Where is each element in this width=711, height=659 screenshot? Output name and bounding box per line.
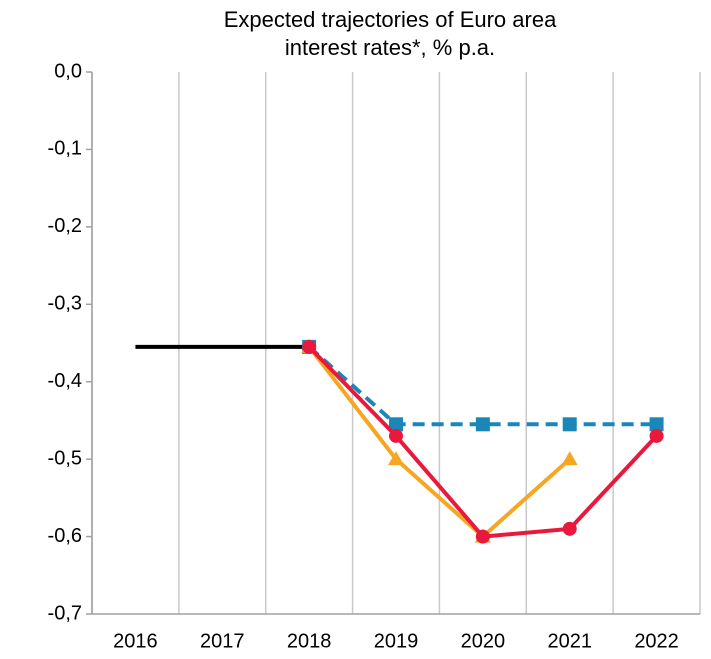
marker [562, 521, 577, 536]
marker [649, 417, 664, 432]
series-line [307, 345, 659, 539]
chart-title: Expected trajectories of Euro area inter… [223, 7, 557, 60]
x-tick-label: 2016 [113, 630, 158, 652]
x-tick-label: 2017 [200, 630, 245, 652]
marker [562, 417, 577, 432]
series-line [307, 345, 657, 427]
x-tick-label: 2018 [287, 630, 332, 652]
x-tick-label: 2021 [547, 630, 592, 652]
marker [389, 417, 403, 432]
marker [475, 529, 490, 544]
marker [475, 417, 490, 432]
series-line [307, 345, 572, 539]
marker [388, 451, 404, 466]
y-tick-label: -0,3 [48, 293, 82, 315]
marker [302, 339, 317, 354]
y-tick-label: -0,6 [48, 525, 82, 547]
marker [561, 451, 578, 466]
y-tick-label: -0,4 [48, 370, 82, 392]
x-tick-label: 2019 [374, 630, 419, 652]
marker [389, 428, 403, 443]
x-tick-label: 2020 [461, 630, 506, 652]
y-tick-label: -0,1 [48, 138, 82, 160]
y-tick-label: -0,2 [48, 215, 82, 237]
y-tick-label: -0,7 [48, 602, 82, 624]
y-tick-label: -0,5 [48, 447, 82, 469]
y-tick-label: 0,0 [54, 60, 82, 82]
marker [649, 428, 664, 443]
x-tick-label: 2022 [634, 630, 679, 652]
